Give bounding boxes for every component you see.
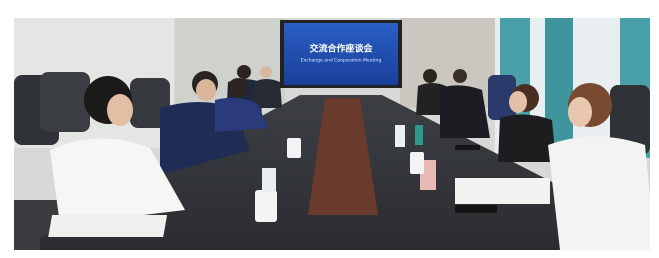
page: 交流合作座谈会 Exchange and Cooperation Meeting bbox=[0, 0, 659, 258]
paper bbox=[48, 215, 167, 237]
person-face bbox=[107, 94, 133, 126]
person-face bbox=[509, 91, 527, 113]
paper bbox=[455, 178, 550, 204]
person bbox=[548, 137, 655, 251]
bottle bbox=[415, 125, 423, 145]
screen-subtitle: Exchange and Cooperation Meeting bbox=[301, 58, 382, 64]
bottle bbox=[395, 125, 405, 147]
person bbox=[498, 114, 556, 162]
person-head bbox=[423, 69, 437, 83]
person-head bbox=[453, 69, 467, 83]
screen-title: 交流合作座谈会 bbox=[309, 43, 373, 55]
person-face bbox=[196, 79, 216, 101]
person-head bbox=[228, 78, 248, 98]
person-face bbox=[568, 97, 592, 127]
bottle bbox=[262, 168, 276, 192]
phone bbox=[455, 145, 480, 150]
phone bbox=[455, 205, 497, 213]
person-head bbox=[237, 65, 251, 79]
scene: 交流合作座谈会 Exchange and Cooperation Meeting bbox=[14, 18, 655, 250]
cup bbox=[255, 190, 277, 222]
cup bbox=[410, 152, 424, 174]
chair bbox=[40, 72, 90, 132]
person-head bbox=[260, 66, 272, 78]
person bbox=[440, 85, 490, 138]
cup bbox=[287, 138, 301, 158]
photo: 交流合作座谈会 Exchange and Cooperation Meeting bbox=[0, 0, 659, 258]
